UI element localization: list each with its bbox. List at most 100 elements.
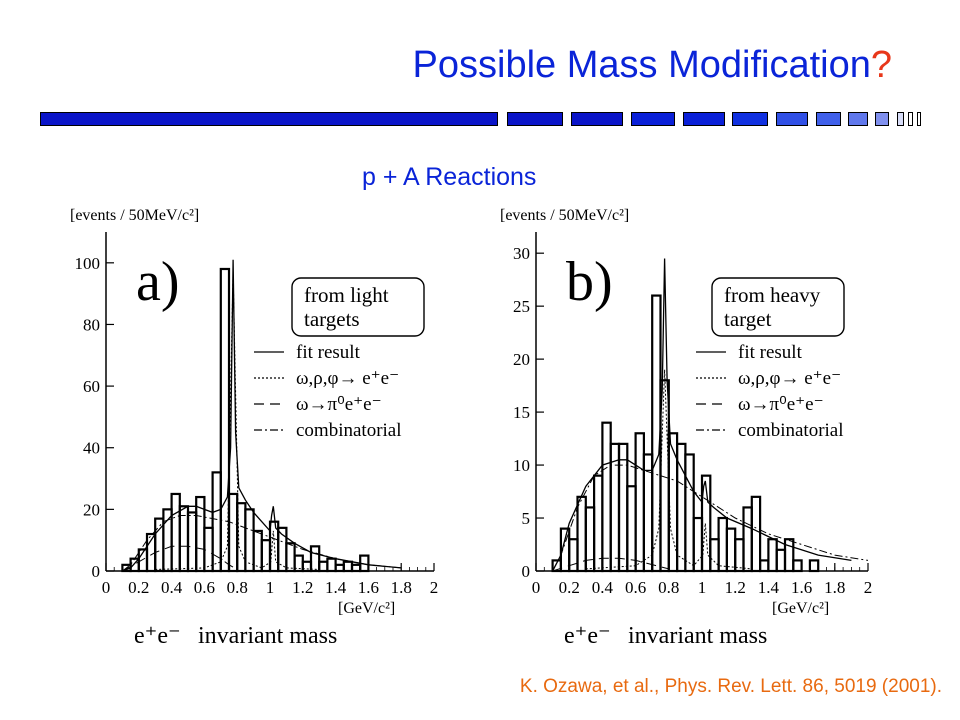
slide-subtitle: p + A Reactions bbox=[362, 163, 537, 191]
x-tick-label: 0 bbox=[532, 578, 541, 597]
target-box-label: from heavy bbox=[724, 283, 821, 307]
combinatorial-curve bbox=[552, 464, 869, 572]
histogram-bin bbox=[227, 492, 239, 573]
histogram-bin bbox=[692, 516, 704, 573]
y-tick-label: 25 bbox=[513, 297, 530, 316]
title-main: Possible Mass Modification bbox=[412, 44, 871, 86]
legend-label: ω,ρ,φ→ e⁺e⁻ bbox=[738, 368, 841, 389]
x-tick-label: 1.2 bbox=[292, 578, 313, 597]
bar-segment bbox=[908, 112, 913, 126]
bar-segment bbox=[732, 112, 768, 126]
x-tick-label: 1.6 bbox=[791, 578, 812, 597]
x-tick-label: 1.2 bbox=[725, 578, 746, 597]
histogram-figure: 0 0.2 0.4 0.6 0.8 1 1.2 1.4 1.6 1.8 2020406080100[… bbox=[70, 207, 872, 649]
histogram-bin bbox=[584, 506, 596, 573]
histogram-bin bbox=[162, 508, 173, 573]
y-tick-label: 60 bbox=[83, 377, 100, 396]
target-box-label: target bbox=[724, 307, 772, 331]
histogram-bin bbox=[709, 538, 720, 573]
x-tick-label: 0.4 bbox=[161, 578, 183, 597]
histogram-bin bbox=[601, 421, 612, 573]
legend-label: ω→π⁰e⁺e⁻ bbox=[738, 394, 824, 415]
x-tick-label: 0.4 bbox=[592, 578, 614, 597]
x-tick-label: 1.4 bbox=[325, 578, 347, 597]
panel-label: a) bbox=[136, 251, 180, 313]
histogram-bin bbox=[767, 538, 778, 573]
combinatorial-curve bbox=[122, 515, 402, 572]
y-tick-label: 5 bbox=[522, 509, 531, 528]
x-axis-label: invariant mass bbox=[628, 623, 767, 649]
histogram-bin bbox=[609, 442, 621, 573]
histogram-bin bbox=[252, 529, 263, 573]
x-axis-label: invariant mass bbox=[198, 623, 337, 649]
bar-segment bbox=[571, 112, 623, 126]
y-axis-label: [events / 50MeV/c²] bbox=[500, 207, 629, 224]
bar-segment bbox=[897, 112, 904, 126]
legend-label: combinatorial bbox=[296, 420, 402, 441]
target-box bbox=[711, 277, 845, 337]
bar-segment bbox=[816, 112, 841, 126]
histogram-bin bbox=[260, 539, 272, 573]
histogram-bin bbox=[592, 474, 604, 573]
bar-segment bbox=[40, 112, 498, 126]
x-tick-label: 0.8 bbox=[227, 578, 248, 597]
y-tick-label: 20 bbox=[83, 500, 100, 519]
y-tick-label: 0 bbox=[522, 562, 531, 581]
fit-curve bbox=[552, 258, 852, 572]
histogram-bin bbox=[326, 557, 337, 573]
x-tick-label: 0 bbox=[102, 578, 111, 597]
histogram-bin bbox=[758, 559, 770, 573]
bar-segment bbox=[848, 112, 868, 126]
legend-label: combinatorial bbox=[738, 420, 844, 441]
histogram-bin bbox=[717, 516, 728, 573]
histogram-bin bbox=[783, 538, 795, 573]
histogram-bin bbox=[350, 563, 362, 573]
x-tick-label: 1 bbox=[266, 578, 275, 597]
bar-segment bbox=[875, 112, 889, 126]
bar-segment bbox=[631, 112, 675, 126]
histogram-bin bbox=[775, 548, 787, 573]
dalitz-curve bbox=[552, 557, 669, 572]
x-tick-label: 0.6 bbox=[194, 578, 215, 597]
dalitz-curve bbox=[122, 545, 238, 572]
histogram-bin bbox=[334, 563, 345, 573]
histogram-bin bbox=[634, 432, 645, 573]
x-tick-label: 2 bbox=[430, 578, 439, 597]
histogram-bin bbox=[342, 560, 354, 573]
target-box bbox=[291, 277, 425, 337]
histogram-bin bbox=[244, 508, 255, 573]
vector-meson-curve bbox=[585, 369, 752, 570]
y-tick-label: 15 bbox=[513, 403, 530, 422]
histogram-bin bbox=[742, 506, 753, 573]
x-tick-label: 1.8 bbox=[824, 578, 845, 597]
y-axis-label: [events / 50MeV/c²] bbox=[70, 207, 199, 224]
histogram-bin bbox=[684, 453, 695, 573]
histogram-bin bbox=[725, 527, 737, 573]
y-tick-label: 0 bbox=[92, 562, 101, 581]
histogram-bin bbox=[626, 485, 637, 573]
x-tick-label: 1.4 bbox=[758, 578, 780, 597]
histogram-bin bbox=[568, 538, 579, 573]
bar-segment bbox=[917, 112, 921, 126]
histogram-bin bbox=[309, 545, 321, 573]
histogram-bin bbox=[808, 559, 820, 573]
legend-label: fit result bbox=[738, 342, 803, 363]
target-box-label: from light bbox=[304, 283, 389, 307]
figure-scan: 0 0.2 0.4 0.6 0.8 1 1.2 1.4 1.6 1.8 2 0 20 40 60 80 100[… bbox=[56, 196, 896, 660]
legend-label: ω,ρ,φ→ e⁺e⁻ bbox=[296, 368, 399, 389]
x-axis-unit: [GeV/c²] bbox=[338, 600, 395, 617]
y-tick-label: 100 bbox=[75, 254, 101, 273]
y-tick-label: 30 bbox=[513, 244, 530, 263]
histogram-bin bbox=[734, 538, 745, 573]
y-tick-label: 40 bbox=[83, 439, 100, 458]
x-tick-label: 0.8 bbox=[658, 578, 679, 597]
y-tick-label: 10 bbox=[513, 456, 530, 475]
target-box-label: targets bbox=[304, 307, 360, 331]
histogram-bin bbox=[750, 495, 762, 573]
bar-segment bbox=[683, 112, 725, 126]
y-tick-label: 80 bbox=[83, 315, 100, 334]
histogram-bin bbox=[301, 560, 313, 573]
histogram-bin bbox=[236, 502, 247, 573]
histogram-bin bbox=[170, 492, 181, 573]
fit-curve bbox=[122, 259, 402, 572]
